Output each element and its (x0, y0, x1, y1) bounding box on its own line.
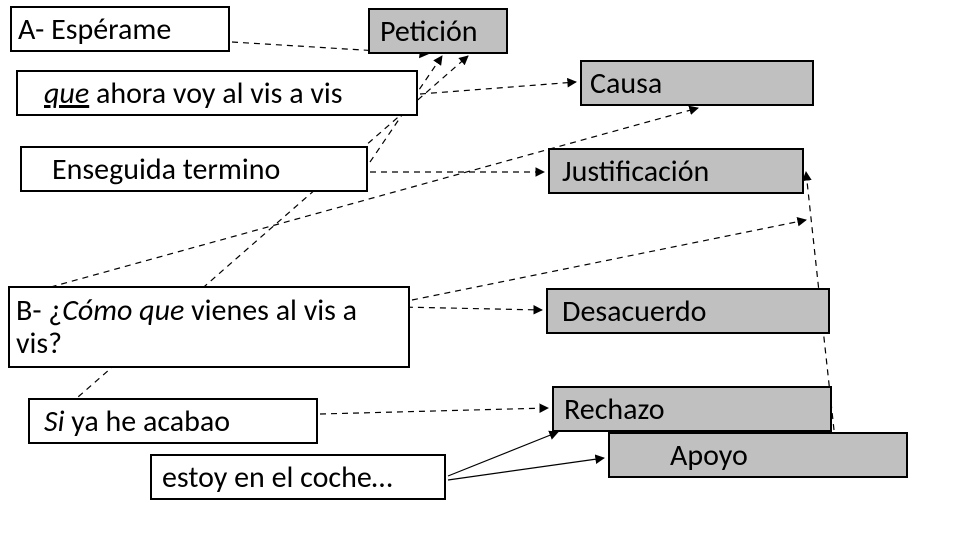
node-label-rechazo: Rechazo (564, 393, 665, 426)
node-justificacion: Justificación (548, 148, 804, 194)
diagram-stage: A- Espérame Petición que ahora voy al vis … (0, 0, 960, 540)
node-label-enseguida: Enseguida termino (52, 153, 280, 186)
edge-estoy->rech2 (448, 458, 604, 480)
node-desacuerdo: Desacuerdo (546, 288, 830, 334)
node-si_ya: Si ya he acabao (28, 398, 318, 444)
node-peticion: Petición (368, 8, 508, 54)
edge-b_como->causa (40, 108, 698, 290)
node-causa: Causa (580, 60, 814, 106)
node-a_esperame: A- Espérame (10, 6, 230, 52)
edge-que_ahora (420, 82, 576, 94)
node-b_como: B- ¿Cómo que vienes al vis a vis? (8, 286, 410, 368)
node-label-estoy_coche: estoy en el coche… (162, 461, 393, 494)
node-label-peticion: Petición (380, 15, 478, 48)
node-label-apoyo: Apoyo (670, 439, 748, 472)
node-estoy_coche: estoy en el coche… (150, 454, 446, 500)
node-label-si_ya: Si ya he acabao (44, 405, 230, 438)
node-label-que_ahora: que ahora voy al vis a vis (44, 77, 343, 110)
node-label-justificacion: Justificación (562, 155, 709, 188)
edge-si_ya->rechazo (320, 408, 548, 414)
node-rechazo: Rechazo (552, 386, 832, 432)
edge-estoy->rech1 (448, 432, 558, 476)
node-label-causa: Causa (590, 67, 662, 100)
node-apoyo: Apoyo (608, 432, 908, 478)
node-label-b_como: B- ¿Cómo que vienes al vis a vis? (16, 294, 408, 360)
node-enseguida: Enseguida termino (20, 146, 368, 192)
node-label-a_esperame: A- Espérame (18, 13, 171, 46)
node-que_ahora: que ahora voy al vis a vis (16, 70, 418, 116)
node-label-desacuerdo: Desacuerdo (562, 295, 707, 328)
